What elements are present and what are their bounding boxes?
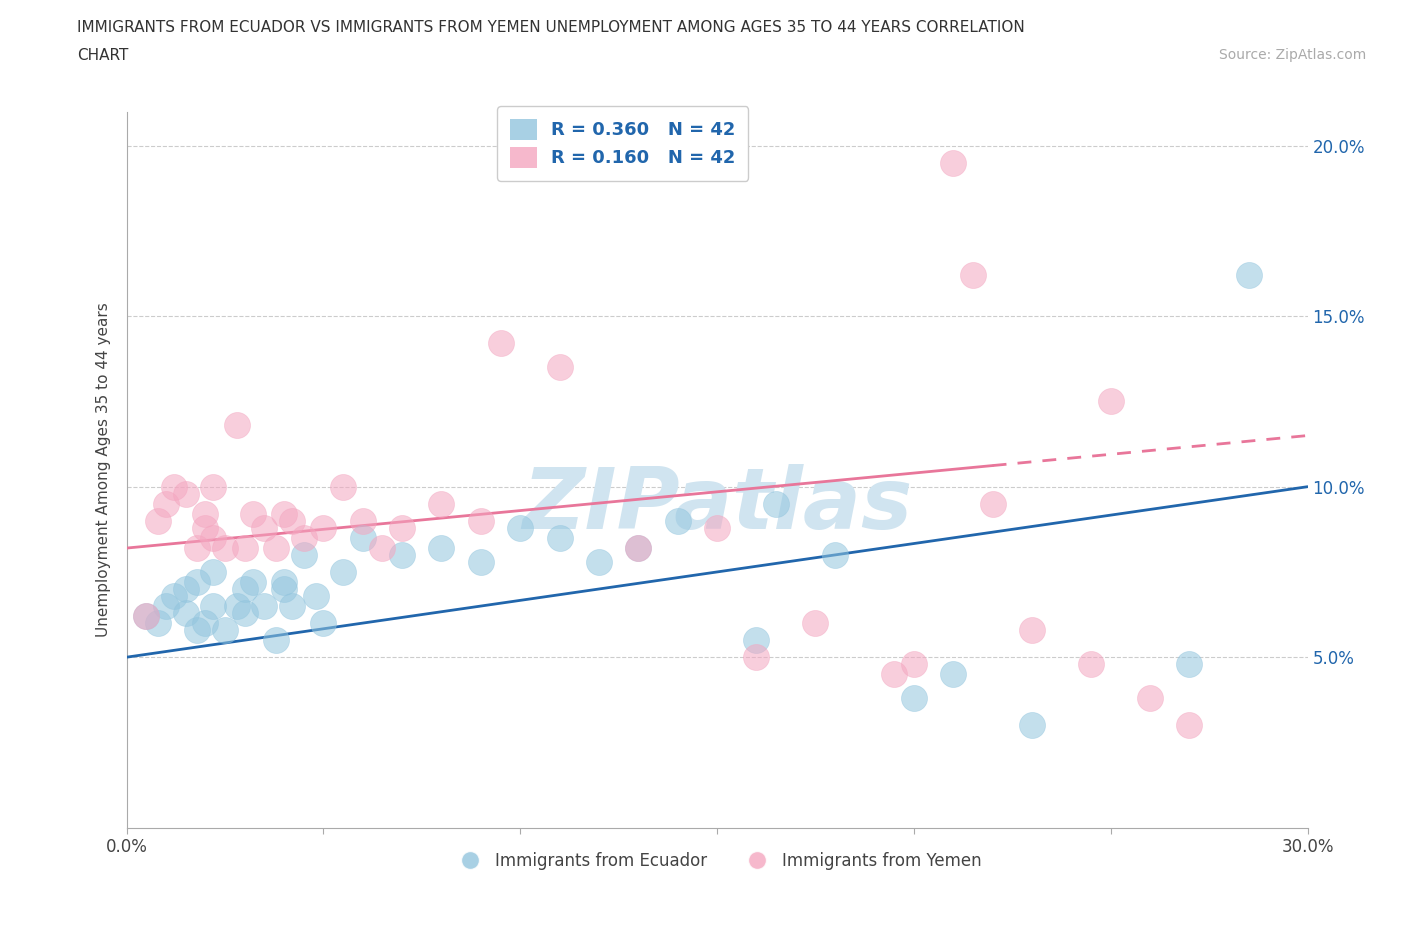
Text: Source: ZipAtlas.com: Source: ZipAtlas.com xyxy=(1219,48,1367,62)
Point xyxy=(548,360,571,375)
Point xyxy=(942,667,965,682)
Point xyxy=(163,589,186,604)
Point xyxy=(981,497,1004,512)
Point xyxy=(155,599,177,614)
Point xyxy=(174,605,197,620)
Point xyxy=(146,616,169,631)
Point xyxy=(174,581,197,596)
Point xyxy=(1178,657,1201,671)
Point xyxy=(903,691,925,706)
Legend: Immigrants from Ecuador, Immigrants from Yemen: Immigrants from Ecuador, Immigrants from… xyxy=(446,845,988,877)
Point xyxy=(470,554,492,569)
Point xyxy=(273,581,295,596)
Point xyxy=(304,589,326,604)
Point xyxy=(903,657,925,671)
Point xyxy=(627,540,650,555)
Point xyxy=(824,548,846,563)
Point xyxy=(489,336,512,351)
Point xyxy=(163,479,186,494)
Point xyxy=(470,513,492,528)
Y-axis label: Unemployment Among Ages 35 to 44 years: Unemployment Among Ages 35 to 44 years xyxy=(96,302,111,637)
Point xyxy=(264,540,287,555)
Point xyxy=(135,609,157,624)
Point xyxy=(1080,657,1102,671)
Point xyxy=(391,548,413,563)
Point xyxy=(264,632,287,647)
Point xyxy=(242,507,264,522)
Point xyxy=(332,479,354,494)
Point xyxy=(225,599,247,614)
Point xyxy=(804,616,827,631)
Point xyxy=(174,486,197,501)
Point xyxy=(233,605,256,620)
Point xyxy=(202,565,225,579)
Point xyxy=(292,530,315,545)
Point xyxy=(186,575,208,590)
Point xyxy=(253,599,276,614)
Point xyxy=(233,581,256,596)
Point xyxy=(942,155,965,170)
Point xyxy=(1178,718,1201,733)
Point xyxy=(509,520,531,535)
Point xyxy=(233,540,256,555)
Point xyxy=(391,520,413,535)
Point xyxy=(1021,718,1043,733)
Point xyxy=(588,554,610,569)
Point xyxy=(202,599,225,614)
Point xyxy=(194,507,217,522)
Text: CHART: CHART xyxy=(77,48,129,63)
Point xyxy=(371,540,394,555)
Text: ZIPatlas: ZIPatlas xyxy=(522,464,912,547)
Point xyxy=(186,540,208,555)
Point xyxy=(273,575,295,590)
Point xyxy=(352,513,374,528)
Point xyxy=(214,622,236,637)
Point xyxy=(1021,622,1043,637)
Point xyxy=(1139,691,1161,706)
Point xyxy=(962,268,984,283)
Point xyxy=(332,565,354,579)
Point xyxy=(242,575,264,590)
Point xyxy=(883,667,905,682)
Point xyxy=(765,497,787,512)
Point xyxy=(281,513,304,528)
Point xyxy=(225,418,247,432)
Point xyxy=(430,497,453,512)
Point xyxy=(202,479,225,494)
Point xyxy=(706,520,728,535)
Point xyxy=(214,540,236,555)
Point xyxy=(253,520,276,535)
Point xyxy=(281,599,304,614)
Point xyxy=(186,622,208,637)
Point xyxy=(312,616,335,631)
Point xyxy=(548,530,571,545)
Point xyxy=(292,548,315,563)
Point xyxy=(1237,268,1260,283)
Point xyxy=(745,650,768,665)
Text: IMMIGRANTS FROM ECUADOR VS IMMIGRANTS FROM YEMEN UNEMPLOYMENT AMONG AGES 35 TO 4: IMMIGRANTS FROM ECUADOR VS IMMIGRANTS FR… xyxy=(77,20,1025,35)
Point xyxy=(273,507,295,522)
Point xyxy=(352,530,374,545)
Point xyxy=(627,540,650,555)
Point xyxy=(194,520,217,535)
Point xyxy=(745,632,768,647)
Point xyxy=(135,609,157,624)
Point xyxy=(194,616,217,631)
Point xyxy=(146,513,169,528)
Point xyxy=(155,497,177,512)
Point xyxy=(1099,394,1122,409)
Point xyxy=(666,513,689,528)
Point xyxy=(430,540,453,555)
Point xyxy=(202,530,225,545)
Point xyxy=(312,520,335,535)
